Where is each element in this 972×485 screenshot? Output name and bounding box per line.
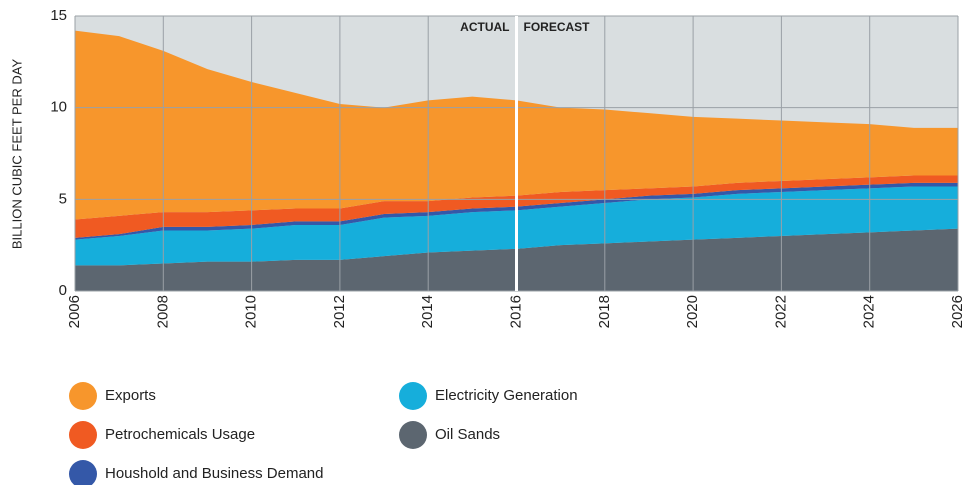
legend-swatch (69, 382, 97, 410)
x-tick-label: 2012 (331, 295, 348, 328)
x-tick-label: 2018 (596, 295, 613, 328)
legend-swatch (69, 421, 97, 449)
x-tick-label: 2016 (507, 295, 524, 328)
legend-swatch (69, 460, 97, 485)
x-tick-label: 2020 (684, 295, 701, 328)
x-tick-label: 2022 (772, 295, 789, 328)
y-tick-label: 0 (59, 282, 67, 299)
legend-label: Petrochemicals Usage (105, 426, 255, 443)
legend-swatch (399, 382, 427, 410)
legend-label: Oil Sands (435, 426, 500, 443)
legend-swatch (399, 421, 427, 449)
y-tick-label: 10 (50, 99, 67, 116)
x-tick-label: 2024 (861, 295, 878, 328)
x-tick-label: 2006 (66, 295, 83, 328)
x-tick-label: 2010 (243, 295, 260, 328)
x-tick-label: 2008 (154, 295, 171, 328)
annotation: FORECAST (524, 20, 591, 34)
legend-label: Exports (105, 387, 156, 404)
x-tick-label: 2014 (419, 295, 436, 328)
y-tick-label: 15 (50, 7, 67, 24)
annotation: ACTUAL (460, 20, 509, 34)
y-tick-label: 5 (59, 190, 67, 207)
y-axis-label: BILLION CUBIC FEET PER DAY (9, 59, 24, 250)
legend-label: Electricity Generation (435, 387, 578, 404)
x-tick-label: 2026 (949, 295, 966, 328)
legend-label: Houshold and Business Demand (105, 465, 323, 482)
